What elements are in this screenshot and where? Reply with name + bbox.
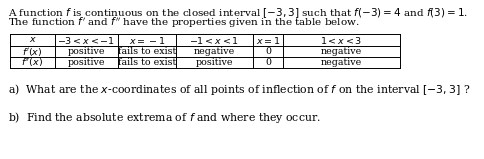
Text: a)  What are the $x$-coordinates of all points of inflection of $f$ on the inter: a) What are the $x$-coordinates of all p… xyxy=(8,82,470,97)
Text: b)  Find the absolute extrema of $f$ and where they occur.: b) Find the absolute extrema of $f$ and … xyxy=(8,110,321,125)
Text: A function $f$ is continuous on the closed interval $[-3, 3]$ such that $f(-3) =: A function $f$ is continuous on the clos… xyxy=(8,6,468,20)
Text: $x = -1$: $x = -1$ xyxy=(129,35,165,45)
Text: 0: 0 xyxy=(265,58,271,67)
Text: $x = 1$: $x = 1$ xyxy=(256,35,280,45)
Text: positive: positive xyxy=(68,47,105,56)
Text: The function $f'$ and $f''$ have the properties given in the table below.: The function $f'$ and $f''$ have the pro… xyxy=(8,16,360,30)
Text: $x$: $x$ xyxy=(29,35,36,45)
Text: fails to exist: fails to exist xyxy=(118,58,176,67)
Text: 0: 0 xyxy=(265,47,271,56)
Text: $-1 < x < 1$: $-1 < x < 1$ xyxy=(189,35,240,45)
Text: negative: negative xyxy=(321,47,362,56)
Text: negative: negative xyxy=(194,47,235,56)
Text: positive: positive xyxy=(196,58,233,67)
Text: $-3 < x < -1$: $-3 < x < -1$ xyxy=(58,35,116,45)
Text: $f'(x)$: $f'(x)$ xyxy=(22,45,43,58)
Text: positive: positive xyxy=(68,58,105,67)
Text: fails to exist: fails to exist xyxy=(118,47,176,56)
Text: $f''(x)$: $f''(x)$ xyxy=(21,56,44,69)
Text: negative: negative xyxy=(321,58,362,67)
Text: $1 < x < 3$: $1 < x < 3$ xyxy=(320,35,363,45)
